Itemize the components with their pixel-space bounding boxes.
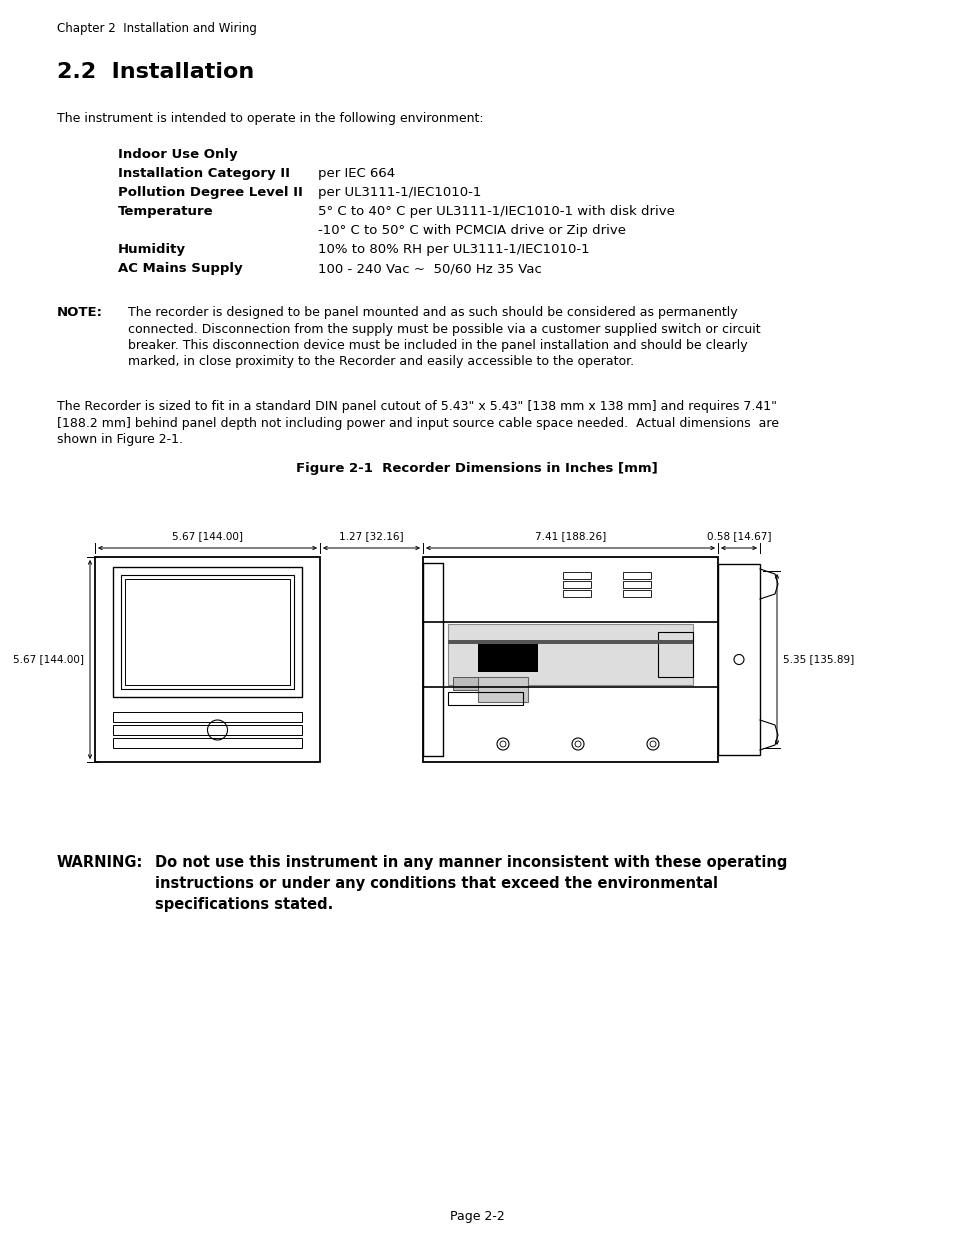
Text: per UL3111-1/IEC1010-1: per UL3111-1/IEC1010-1 xyxy=(317,186,481,199)
Bar xyxy=(95,557,319,762)
Text: instructions or under any conditions that exceed the environmental: instructions or under any conditions tha… xyxy=(154,876,718,890)
Text: Figure 2-1  Recorder Dimensions in Inches [mm]: Figure 2-1 Recorder Dimensions in Inches… xyxy=(295,462,658,475)
Bar xyxy=(422,557,718,762)
Text: AC Mains Supply: AC Mains Supply xyxy=(118,262,242,275)
Bar xyxy=(622,580,650,588)
Bar xyxy=(562,580,590,588)
Bar xyxy=(477,677,527,701)
Text: 10% to 80% RH per UL3111-1/IEC1010-1: 10% to 80% RH per UL3111-1/IEC1010-1 xyxy=(317,243,589,256)
Bar xyxy=(448,692,522,705)
Text: The Recorder is sized to fit in a standard DIN panel cutout of 5.43" x 5.43" [13: The Recorder is sized to fit in a standa… xyxy=(57,400,776,412)
Text: 5.67 [144.00]: 5.67 [144.00] xyxy=(172,531,243,541)
Bar xyxy=(448,640,692,643)
Text: The instrument is intended to operate in the following environment:: The instrument is intended to operate in… xyxy=(57,112,483,125)
Text: Humidity: Humidity xyxy=(118,243,186,256)
Text: breaker. This disconnection device must be included in the panel installation an: breaker. This disconnection device must … xyxy=(128,338,747,352)
Text: connected. Disconnection from the supply must be possible via a customer supplie: connected. Disconnection from the supply… xyxy=(128,322,760,336)
Bar xyxy=(112,567,302,697)
Text: 5° C to 40° C per UL3111-1/IEC1010-1 with disk drive: 5° C to 40° C per UL3111-1/IEC1010-1 wit… xyxy=(317,205,674,219)
Bar xyxy=(658,632,692,677)
Text: Pollution Degree Level II: Pollution Degree Level II xyxy=(118,186,302,199)
Text: specifications stated.: specifications stated. xyxy=(154,897,333,911)
Bar xyxy=(562,572,590,579)
Text: Indoor Use Only: Indoor Use Only xyxy=(118,148,237,161)
Text: 1.27 [32.16]: 1.27 [32.16] xyxy=(339,531,403,541)
Text: Chapter 2  Installation and Wiring: Chapter 2 Installation and Wiring xyxy=(57,22,256,35)
Text: 7.41 [188.26]: 7.41 [188.26] xyxy=(535,531,605,541)
Bar xyxy=(562,590,590,597)
Bar xyxy=(448,624,692,685)
Text: 100 - 240 Vac ~  50/60 Hz 35 Vac: 100 - 240 Vac ~ 50/60 Hz 35 Vac xyxy=(317,262,541,275)
Text: Installation Category II: Installation Category II xyxy=(118,167,290,180)
Text: WARNING:: WARNING: xyxy=(57,855,143,869)
Text: Do not use this instrument in any manner inconsistent with these operating: Do not use this instrument in any manner… xyxy=(154,855,786,869)
Text: -10° C to 50° C with PCMCIA drive or Zip drive: -10° C to 50° C with PCMCIA drive or Zip… xyxy=(317,224,625,237)
Text: 5.67 [144.00]: 5.67 [144.00] xyxy=(13,655,84,664)
Text: The recorder is designed to be panel mounted and as such should be considered as: The recorder is designed to be panel mou… xyxy=(128,306,737,319)
Text: Page 2-2: Page 2-2 xyxy=(449,1210,504,1223)
Bar xyxy=(622,590,650,597)
Bar xyxy=(622,572,650,579)
Bar xyxy=(112,713,302,722)
Text: marked, in close proximity to the Recorder and easily accessible to the operator: marked, in close proximity to the Record… xyxy=(128,356,634,368)
Text: NOTE:: NOTE: xyxy=(57,306,103,319)
Text: shown in Figure 2-1.: shown in Figure 2-1. xyxy=(57,433,183,446)
Bar xyxy=(112,739,302,748)
Bar xyxy=(422,563,442,756)
Text: [188.2 mm] behind panel depth not including power and input source cable space n: [188.2 mm] behind panel depth not includ… xyxy=(57,416,779,430)
Text: per IEC 664: per IEC 664 xyxy=(317,167,395,180)
Text: Temperature: Temperature xyxy=(118,205,213,219)
Text: 0.58 [14.67]: 0.58 [14.67] xyxy=(706,531,770,541)
Text: 5.35 [135.89]: 5.35 [135.89] xyxy=(782,655,853,664)
Bar xyxy=(112,725,302,735)
Bar xyxy=(453,677,477,690)
Bar xyxy=(125,579,290,685)
Bar xyxy=(121,576,294,689)
Bar xyxy=(718,564,760,755)
Text: 2.2  Installation: 2.2 Installation xyxy=(57,62,254,82)
Bar xyxy=(477,642,537,672)
